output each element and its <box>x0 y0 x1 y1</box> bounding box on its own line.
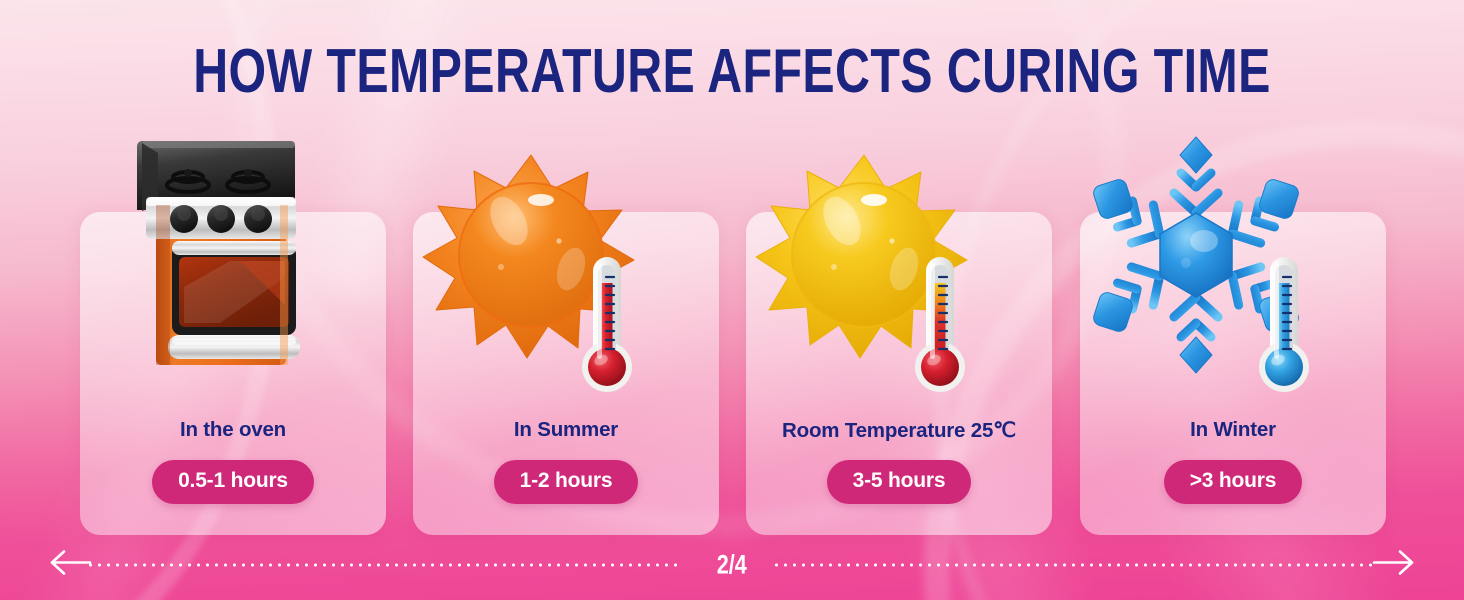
card-duration-wrap: >3 hours <box>1080 460 1386 504</box>
page-title: HOW TEMPERATURE AFFECTS CURING TIME <box>193 37 1271 106</box>
card-in-summer[interactable]: In Summer 1-2 hours <box>413 154 719 535</box>
duration-badge: 0.5-1 hours <box>152 460 314 504</box>
duration-badge: 1-2 hours <box>493 460 639 504</box>
card-label: Room Temperature 25℃ <box>782 419 1016 442</box>
snowflake-thermometer-icon <box>1080 127 1386 417</box>
slide-counter-text: 2/4 <box>716 549 748 580</box>
nav-dotted-line-left <box>86 563 683 567</box>
card-duration-wrap: 3-5 hours <box>746 460 1052 504</box>
sun-orange-thermometer-icon <box>413 127 719 417</box>
duration-badge: 3-5 hours <box>826 460 972 504</box>
nav-dotted-line-right <box>772 563 1378 567</box>
duration-badge: >3 hours <box>1163 460 1303 504</box>
oven-icon <box>80 127 386 417</box>
card-duration-wrap: 0.5-1 hours <box>80 460 386 504</box>
carousel-nav: 2/4 <box>0 530 1464 600</box>
sun-yellow-thermometer-icon <box>746 127 1052 417</box>
card-in-the-oven[interactable]: In the oven 0.5-1 hours <box>80 141 386 535</box>
card-duration-wrap: 1-2 hours <box>413 460 719 504</box>
card-label: In Summer <box>513 418 619 441</box>
card-in-winter[interactable]: In Winter >3 hours <box>1080 136 1386 535</box>
card-list: In the oven 0.5-1 hours <box>80 136 1386 535</box>
card-label: In the oven <box>179 418 286 441</box>
arrow-right-icon[interactable] <box>1372 548 1416 583</box>
card-label: In Winter <box>1190 418 1276 441</box>
slide-counter: 2/4 <box>0 550 1464 581</box>
arrow-left-icon[interactable] <box>48 548 92 583</box>
card-room-temperature[interactable]: Room Temperature 25℃ 3-5 hours <box>746 154 1052 535</box>
